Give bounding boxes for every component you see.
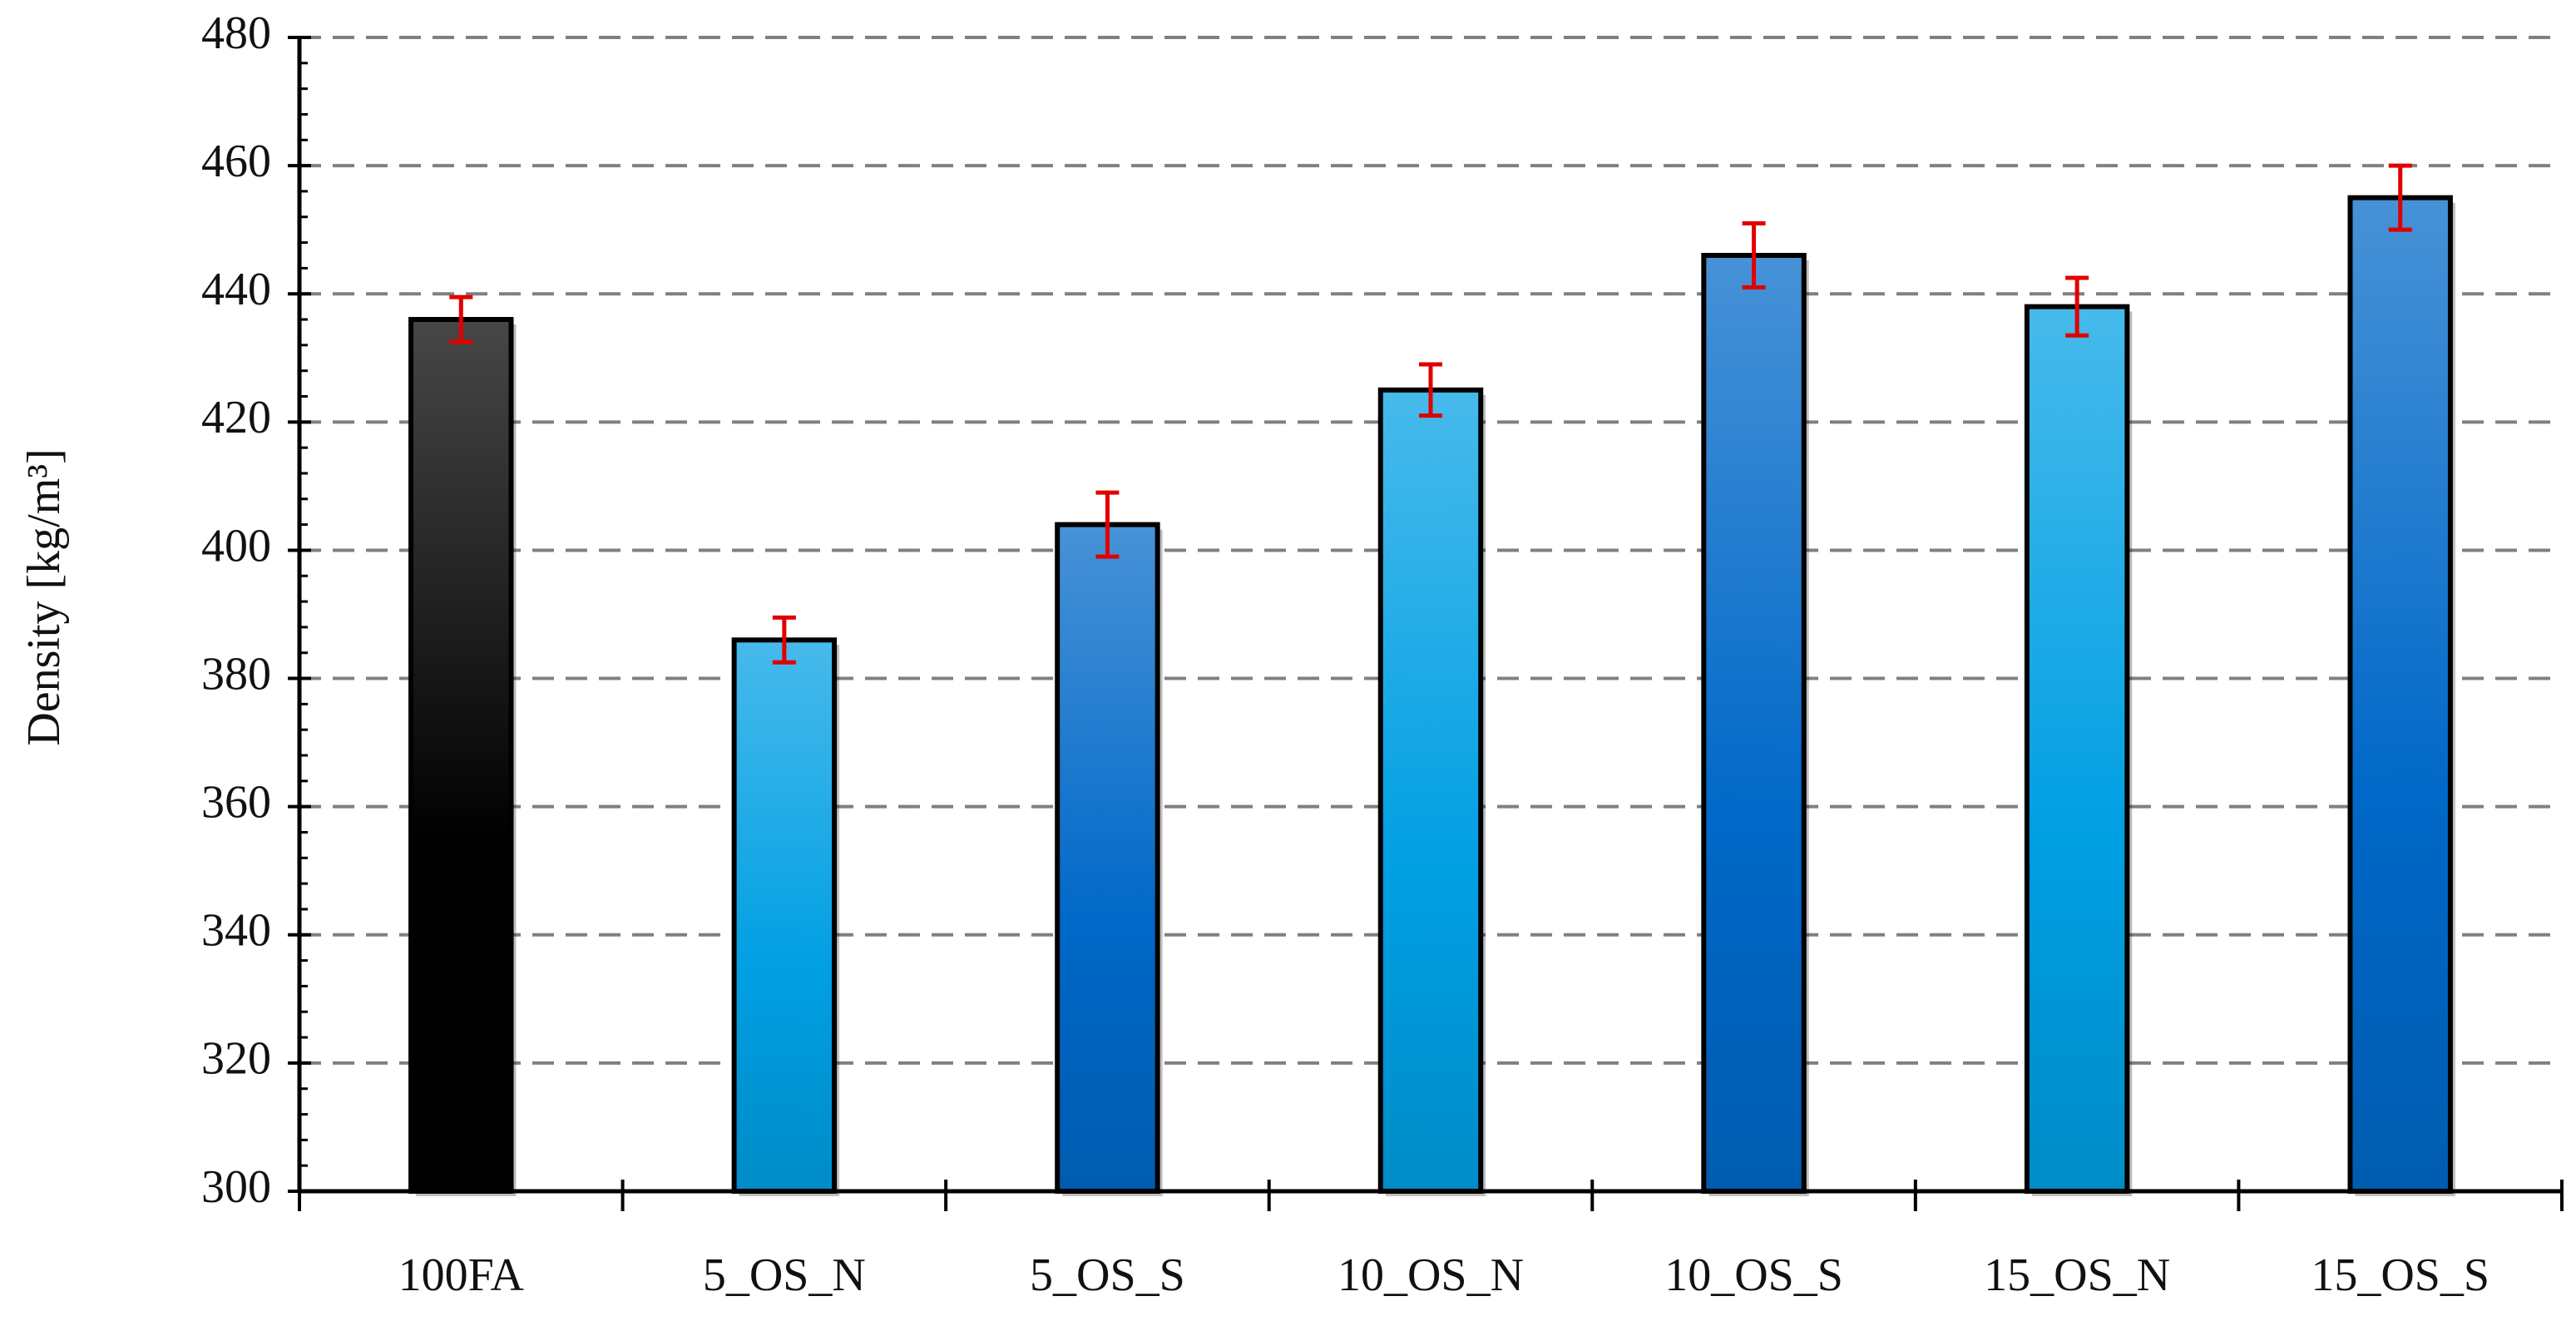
error-bar — [1095, 490, 1120, 559]
x-tick-label: 5_OS_S — [1030, 1249, 1185, 1301]
y-tick-label: 360 — [201, 777, 271, 829]
x-tick-label: 15_OS_S — [2311, 1249, 2489, 1301]
bar — [2024, 304, 2130, 1195]
x-tick-label: 15_OS_N — [1984, 1249, 2170, 1301]
y-tick-label: 420 — [201, 392, 271, 443]
error-bar — [2388, 163, 2412, 232]
x-tick-label: 10_OS_S — [1664, 1249, 1843, 1301]
x-tick-label: 10_OS_N — [1337, 1249, 1524, 1301]
y-tick-label: 460 — [201, 136, 271, 187]
y-tick-label: 300 — [201, 1161, 271, 1213]
bar — [1055, 522, 1160, 1194]
x-tick-label: 5_OS_N — [703, 1249, 866, 1301]
bar — [1377, 387, 1484, 1194]
y-axis-label: Density [kg/m³] — [18, 448, 70, 745]
bar — [731, 637, 838, 1194]
x-tick-label: 100FA — [398, 1249, 525, 1301]
bar — [408, 317, 514, 1194]
error-bar — [1742, 220, 1766, 290]
bar — [2347, 195, 2453, 1194]
bar — [1701, 252, 1807, 1194]
error-bar — [1419, 362, 1442, 418]
y-tick-label: 380 — [201, 648, 271, 700]
y-tick-label: 400 — [201, 520, 271, 571]
y-tick-label: 320 — [201, 1033, 271, 1085]
y-tick-label: 340 — [201, 905, 271, 957]
y-tick-label: 440 — [201, 264, 271, 315]
y-tick-label: 480 — [201, 7, 271, 59]
error-bar — [449, 294, 473, 344]
error-bar — [2065, 275, 2089, 338]
error-bar — [772, 615, 796, 665]
